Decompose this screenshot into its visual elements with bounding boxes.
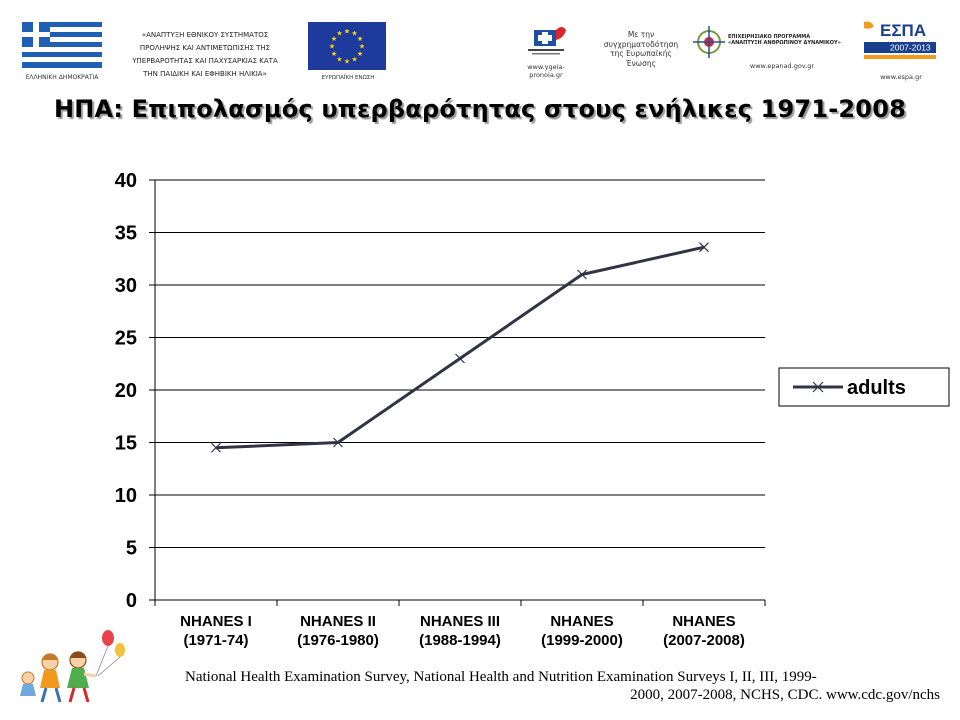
espa-logo-text: ΕΣΠΑ: [880, 21, 926, 40]
eu-star-icon: ★: [357, 35, 363, 43]
grid: [155, 179, 765, 601]
ministry-line: ΥΠΕΡΒΑΡΟΤΗΤΑΣ ΚΑΙ ΠΑΧΥΣΑΡΚΙΑΣ ΚΑΤΑ: [132, 57, 278, 65]
x-tick-label: (2007-2008): [663, 632, 745, 649]
ministry-line: ΠΡΟΛΗΨΗΣ ΚΑΙ ΑΝΤΙΜΕΤΩΠΙΣΗΣ ΤΗΣ: [139, 44, 271, 52]
ministry-line: «ΑΝΑΠΤΥΞΗ ΕΘΝΙΚΟΥ ΣΥΣΤΗΜΑΤΟΣ: [141, 31, 269, 39]
children-balloons-illustration: [20, 630, 125, 703]
greek-flag-caption: ΕΛΛΗΝΙΚΗ ΔΗΜΟΚΡΑΤΙΑ: [25, 74, 99, 81]
data-point-marker: [211, 442, 221, 453]
series-line: [215, 245, 705, 450]
y-tick-label: 10: [115, 485, 137, 507]
x-tick-label: (1988-1994): [419, 632, 501, 649]
eu-star-icon: ★: [329, 43, 335, 51]
espa-logo: ΕΣΠΑ 2007-2013 www.espa.gr: [860, 20, 942, 81]
balloon-icon: [115, 643, 125, 657]
epaned-title-line: ΕΠΙΧΕΙΡΗΣΙΑΚΟ ΠΡΟΓΡΑΜΜΑ: [728, 34, 811, 40]
y-tick-label: 40: [115, 170, 137, 192]
eu-star-icon: ★: [357, 50, 363, 58]
ygeia-url: www.ygeia-pronoia.gr: [527, 63, 565, 79]
y-tick-label: 0: [126, 590, 137, 612]
eu-flag-logo: ★ ★ ★ ★ ★ ★ ★ ★ ★ ★ ★ ★ ΕΥΡΩΠΑΪΚΗ ΕΝΩΣΗ: [308, 22, 388, 81]
epaned-title-line: «ΑΝΑΠΤΥΞΗ ΑΝΘΡΩΠΙΝΟΥ ΔΥΝΑΜΙΚΟΥ»: [728, 40, 841, 46]
balloon-icon: [102, 630, 114, 646]
x-tick-label: NHANES: [550, 613, 613, 630]
legend: adults: [778, 367, 950, 407]
eu-star-icon: ★: [336, 30, 342, 38]
data-point-marker: [455, 353, 465, 364]
x-tick-label: NHANES: [672, 613, 735, 630]
slide-title: ΗΠΑ: Επιπολασμός υπερβαρότητας στους ενή…: [53, 95, 907, 123]
eu-star-icon: ★: [344, 58, 350, 66]
espa-years: 2007-2013: [890, 43, 931, 53]
ministry-line: ΤΗΝ ΠΑΙΔΙΚΗ ΚΑΙ ΕΦΗΒΙΚΗ ΗΛΙΚΙΑ»: [143, 70, 267, 78]
espa-emblem-icon: ΕΣΠΑ 2007-2013: [864, 21, 936, 59]
legend-marker: [812, 381, 824, 393]
source-note: National Health Examination Survey, Nati…: [185, 668, 940, 704]
epaned-emblem-icon: [693, 26, 725, 58]
y-tick-label: 30: [115, 275, 137, 297]
y-tick-label: 15: [115, 433, 137, 455]
source-line-1: National Health Examination Survey, Nati…: [185, 669, 817, 685]
epaned-url: www.epanad.gov.gr: [749, 62, 815, 70]
ministry-program-text: «ΑΝΑΠΤΥΞΗ ΕΘΝΙΚΟΥ ΣΥΣΤΗΜΑΤΟΣ ΠΡΟΛΗΨΗΣ ΚΑ…: [115, 29, 295, 81]
espa-url: www.espa.gr: [880, 73, 922, 81]
x-tick-label: NHANES III: [420, 613, 500, 630]
ministry-health-icon: [528, 27, 566, 55]
epaned-logo: ΕΠΙΧΕΙΡΗΣΙΑΚΟ ΠΡΟΓΡΑΜΜΑ «ΑΝΑΠΤΥΞΗ ΑΝΘΡΩΠ…: [692, 25, 852, 75]
y-tick-label: 5: [126, 538, 137, 560]
y-tick-label: 35: [115, 223, 137, 245]
y-tick-label: 20: [115, 380, 137, 402]
x-tick-label: NHANES II: [300, 613, 376, 630]
data-point-marker: [577, 269, 587, 280]
y-axis-ticks: 0 5 10 15 20 25 30 35 40: [115, 170, 156, 612]
epaned-title: ΕΠΙΧΕΙΡΗΣΙΑΚΟ ΠΡΟΓΡΑΜΜΑ «ΑΝΑΠΤΥΞΗ ΑΝΘΡΩΠ…: [728, 34, 850, 46]
data-point-marker: [699, 242, 709, 253]
eu-star-icon: ★: [351, 30, 357, 38]
cofinance-line: Με την: [627, 30, 655, 39]
x-axis-ticks: NHANES I (1971-74) NHANES II (1976-1980) NHA…: [154, 600, 766, 649]
eu-star-icon: ★: [331, 35, 337, 43]
eu-star-icon: ★: [359, 43, 365, 51]
eu-star-icon: ★: [331, 50, 337, 58]
eu-star-icon: ★: [351, 55, 357, 63]
cofinance-line: της Ευρωπαϊκής: [610, 49, 672, 58]
series-adults: [211, 242, 709, 453]
ygeia-pronoia-logo: www.ygeia-pronoia.gr: [518, 24, 574, 80]
x-tick-label: NHANES I: [180, 613, 252, 630]
greek-flag-logo: ΕΛΛΗΝΙΚΗ ΔΗΜΟΚΡΑΤΙΑ: [22, 22, 102, 81]
cofinance-line: Ένωσης: [626, 58, 656, 68]
x-tick-label: (1976-1980): [297, 632, 379, 649]
data-point-marker: [333, 437, 343, 448]
eu-flag-caption: ΕΥΡΩΠΑΪΚΗ ΕΝΩΣΗ: [321, 75, 375, 81]
legend-label: adults: [847, 377, 906, 399]
greek-flag-icon: [22, 22, 102, 68]
cofinance-line: συγχρηματοδότηση: [603, 39, 679, 49]
y-tick-label: 25: [115, 328, 137, 350]
logo-strip: ΕΛΛΗΝΙΚΗ ΔΗΜΟΚΡΑΤΙΑ «ΑΝΑΠΤΥΞΗ ΕΘΝΙΚΟΥ ΣΥ…: [0, 0, 960, 90]
eu-star-icon: ★: [336, 55, 342, 63]
eu-star-icon: ★: [344, 28, 350, 36]
x-tick-label: (1971-74): [183, 632, 248, 649]
x-tick-label: (1999-2000): [541, 632, 623, 649]
eu-cofinance-text: Με την συγχρηματοδότηση της Ευρωπαϊκής Έ…: [592, 30, 690, 68]
source-line-2: 2000, 2007-2008, NCHS, CDC. www.cdc.gov/…: [630, 687, 940, 703]
eu-flag-icon: ★★★★★★★★★ ★ ★★: [308, 22, 386, 70]
